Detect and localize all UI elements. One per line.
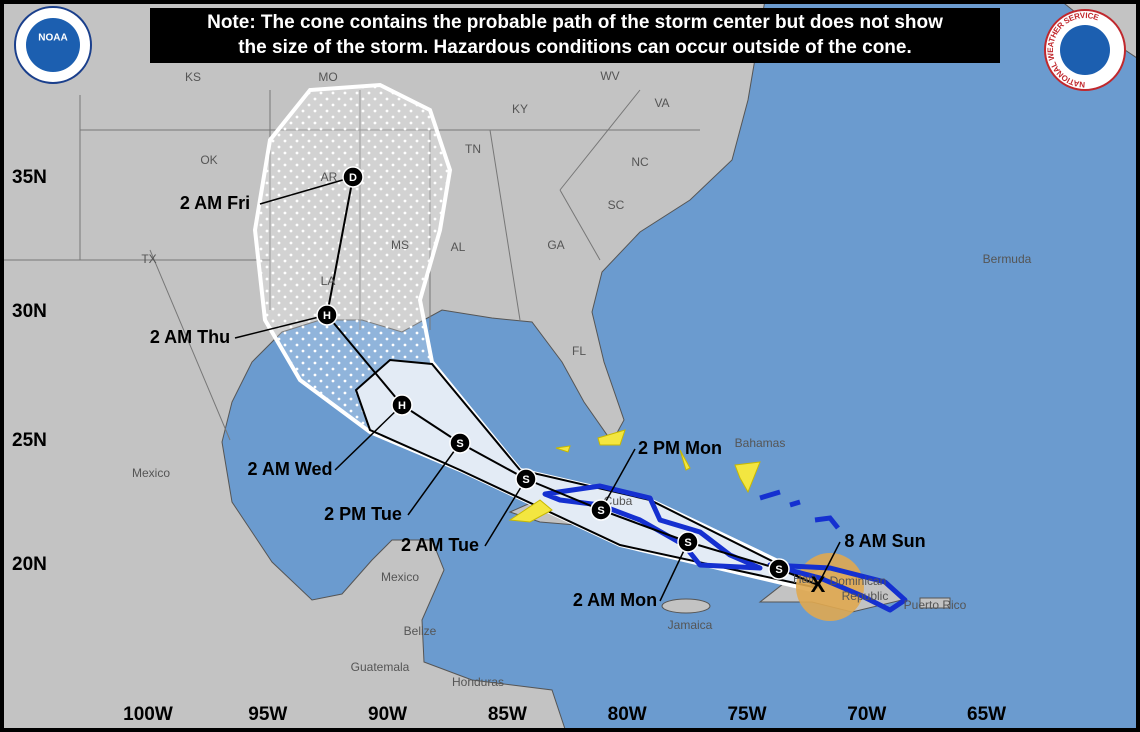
forecast-symbol: H: [398, 400, 406, 412]
nws-logo-inner: [1060, 25, 1110, 75]
note-line: the size of the storm. Hazardous conditi…: [238, 37, 912, 58]
note-line: Note: The cone contains the probable pat…: [207, 12, 943, 33]
forecast-marker: [768, 558, 790, 580]
place-label: Haiti: [793, 572, 817, 586]
place-label: Bermuda: [983, 252, 1032, 266]
place-label: AR: [321, 170, 338, 184]
place-label: Jamaica: [668, 618, 713, 632]
place-label: NC: [631, 155, 649, 169]
longitude-label: 75W: [727, 704, 766, 725]
forecast-marker: [590, 499, 612, 521]
place-label: Guatemala: [351, 660, 410, 674]
outer-cone-dots: [255, 85, 450, 432]
leader-line: [817, 541, 841, 586]
note-box: [150, 8, 1000, 63]
forecast-symbol: S: [684, 537, 691, 549]
forecast-symbol: S: [597, 505, 604, 517]
place-label: Honduras: [452, 675, 504, 689]
place-label: Mexico: [381, 570, 419, 584]
latitude-label: 35N: [12, 167, 47, 188]
forecast-marker: [316, 304, 338, 326]
place-label: TX: [141, 252, 156, 266]
place-label: Mexico: [132, 466, 170, 480]
place-label: KS: [185, 70, 201, 84]
noaa-logo-inner: [26, 18, 80, 72]
longitude-label: 100W: [123, 704, 173, 725]
leader-line: [259, 176, 354, 205]
latitude-label: 20N: [12, 554, 47, 575]
place-label: MO: [318, 70, 337, 84]
puerto-rico: [919, 597, 951, 609]
place-label: TN: [465, 142, 481, 156]
forecast-marker: [677, 531, 699, 553]
place-label: SC: [608, 198, 625, 212]
leader-line: [659, 541, 689, 602]
place-label: OK: [200, 153, 217, 167]
longitude-label: 80W: [608, 704, 647, 725]
forecast-label: 2 AM Fri: [180, 193, 250, 213]
place-label: Belize: [404, 624, 437, 638]
place-label: MS: [391, 238, 409, 252]
leader-line: [234, 314, 328, 339]
longitude-label: 85W: [488, 704, 527, 725]
leader-line: [334, 404, 403, 471]
forecast-marker: [515, 468, 537, 490]
leader-line: [600, 448, 636, 511]
place-label: VA: [654, 96, 669, 110]
watch-outline: [508, 429, 761, 523]
forecast-symbol: D: [349, 172, 357, 184]
longitude-label: 70W: [847, 704, 886, 725]
place-label: FL: [572, 344, 586, 358]
place-label: KY: [512, 102, 528, 116]
forecast-label: 2 AM Mon: [573, 590, 657, 610]
place-label: Puerto Rico: [904, 598, 967, 612]
forecast-label: 2 PM Tue: [324, 504, 402, 524]
warning-bahamas: [759, 489, 840, 530]
latitude-label: 25N: [12, 430, 47, 451]
forecast-label: 8 AM Sun: [844, 531, 925, 551]
noaa-text: NOAA: [38, 33, 67, 44]
place-label: Republic: [842, 589, 889, 603]
forecast-symbol: S: [522, 474, 529, 486]
forecast-label: 2 AM Wed: [247, 459, 332, 479]
jamaica: [661, 598, 711, 614]
forecast-marker: [449, 432, 471, 454]
forecast-marker: [342, 166, 364, 188]
current-position: X: [811, 572, 826, 597]
place-label: LA: [321, 274, 336, 288]
forecast-label: 2 AM Thu: [150, 327, 230, 347]
forecast-label: 2 AM Tue: [401, 535, 479, 555]
forecast-symbol: H: [323, 310, 331, 322]
place-label: Cuba: [604, 494, 633, 508]
leader-line: [407, 442, 461, 516]
longitude-label: 65W: [967, 704, 1006, 725]
latitude-label: 30N: [12, 301, 47, 322]
place-label: WV: [600, 69, 619, 83]
place-label: Dominican: [830, 574, 887, 588]
longitude-label: 95W: [248, 704, 287, 725]
place-label: GA: [547, 238, 564, 252]
longitude-label: 90W: [368, 704, 407, 725]
forecast-symbol: S: [775, 564, 782, 576]
forecast-label: 2 PM Mon: [638, 438, 722, 458]
place-label: AL: [451, 240, 466, 254]
forecast-marker: [391, 394, 413, 416]
place-label: Bahamas: [735, 436, 786, 450]
forecast-symbol: S: [456, 438, 463, 450]
leader-line: [484, 478, 527, 547]
